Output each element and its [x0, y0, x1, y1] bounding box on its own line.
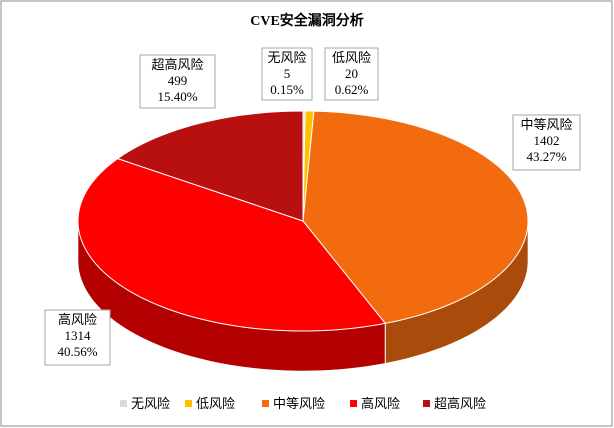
legend: 无风险 低风险 中等风险 高风险 超高风险: [120, 396, 486, 411]
legend-label: 无风险: [131, 396, 170, 411]
legend-swatch: [423, 400, 430, 407]
label-percent: 0.62%: [335, 82, 369, 97]
label-value: 499: [168, 73, 188, 88]
label-category: 超高风险: [151, 57, 203, 72]
label-category: 无风险: [267, 50, 306, 65]
label-category: 低风险: [332, 50, 371, 65]
legend-swatch: [185, 400, 192, 407]
label-category: 中等风险: [520, 117, 572, 132]
pie-tops: [77, 110, 529, 332]
label-box: [139, 54, 216, 109]
legend-swatch: [350, 400, 357, 407]
pie-slice: [302, 110, 529, 324]
legend-label: 中等风险: [273, 396, 325, 411]
legend-swatch: [120, 400, 127, 407]
label-value: 1314: [65, 328, 92, 343]
label-value: 1402: [534, 133, 560, 148]
label-box: [44, 309, 111, 366]
label-percent: 15.40%: [157, 89, 197, 104]
legend-swatch: [262, 400, 269, 407]
legend-label: 低风险: [196, 396, 235, 411]
label-percent: 40.56%: [57, 344, 97, 359]
pie-slice: [116, 110, 304, 222]
label-box: [261, 47, 313, 101]
label-box: [512, 114, 581, 171]
label-value: 5: [284, 66, 291, 81]
label-percent: 43.27%: [526, 149, 566, 164]
label-value: 20: [345, 66, 358, 81]
pie-slice: [77, 158, 387, 332]
legend-label: 超高风险: [434, 396, 486, 411]
chart-title: CVE安全漏洞分析: [250, 12, 364, 29]
label-percent: 0.15%: [270, 82, 304, 97]
legend-label: 高风险: [361, 396, 400, 411]
label-category: 高风险: [58, 312, 97, 327]
label-box: [324, 47, 379, 101]
